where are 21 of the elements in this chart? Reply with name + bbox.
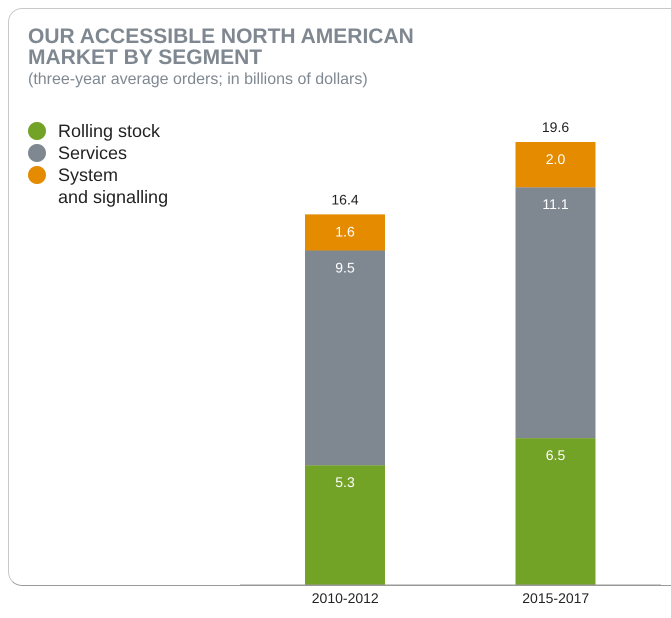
x-tick-label: 2015-2017 <box>522 590 590 606</box>
chart-subtitle: (three-year average orders; in billions of dollars) <box>28 71 368 89</box>
bar <box>305 250 385 466</box>
total-label: 16.4 <box>331 191 359 208</box>
data-label: 6.5 <box>546 447 566 464</box>
legend-label: Rolling stock <box>58 120 160 142</box>
legend-label: Services <box>58 142 128 164</box>
total-label: 19.6 <box>542 119 570 135</box>
bar <box>516 142 596 188</box>
x-tick-label: 2010-2012 <box>312 590 379 606</box>
data-label: 2.0 <box>546 151 566 167</box>
data-label: 1.6 <box>335 223 355 240</box>
bar <box>516 187 596 438</box>
bar <box>305 465 385 585</box>
data-label: 5.3 <box>335 474 355 490</box>
legend-label: System and signalling <box>58 164 168 208</box>
data-label: 9.5 <box>335 259 355 276</box>
data-label: 11.1 <box>542 196 569 212</box>
bar <box>305 214 385 250</box>
chart-title: OUR ACCESSIBLE NORTH AMERICAN MARKET BY SEGMENT <box>28 25 414 69</box>
bar <box>516 438 596 585</box>
